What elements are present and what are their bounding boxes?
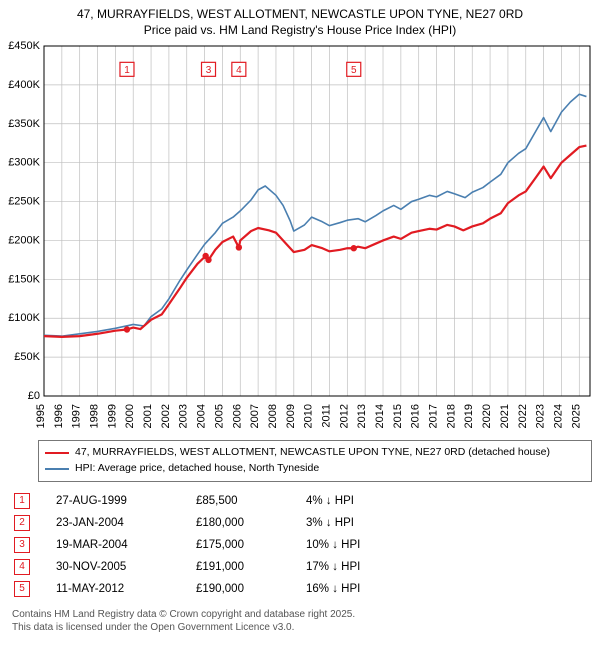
sale-marker: 3: [14, 537, 30, 553]
sale-row: 2 23-JAN-2004£180,0003% ↓ HPI: [14, 512, 592, 534]
svg-text:4: 4: [236, 65, 242, 76]
svg-text:2012: 2012: [338, 404, 350, 428]
sale-date: 23-JAN-2004: [56, 517, 196, 529]
sale-row: 4 30-NOV-2005£191,00017% ↓ HPI: [14, 556, 592, 578]
title-block: 47, MURRAYFIELDS, WEST ALLOTMENT, NEWCAS…: [0, 0, 600, 40]
svg-text:2013: 2013: [356, 404, 368, 428]
sale-diff: 17% ↓ HPI: [306, 561, 426, 573]
svg-text:2019: 2019: [463, 404, 475, 428]
legend-label: 47, MURRAYFIELDS, WEST ALLOTMENT, NEWCAS…: [75, 445, 550, 461]
sale-diff: 16% ↓ HPI: [306, 583, 426, 595]
svg-text:2007: 2007: [249, 404, 261, 428]
svg-text:2000: 2000: [124, 404, 136, 428]
legend-swatch: [45, 468, 69, 470]
sale-price: £180,000: [196, 517, 306, 529]
sale-date: 19-MAR-2004: [56, 539, 196, 551]
sale-price: £190,000: [196, 583, 306, 595]
svg-text:1995: 1995: [35, 404, 47, 428]
sale-marker: 5: [14, 581, 30, 597]
svg-text:2005: 2005: [213, 404, 225, 428]
svg-text:£300K: £300K: [8, 157, 40, 169]
legend: 47, MURRAYFIELDS, WEST ALLOTMENT, NEWCAS…: [38, 440, 592, 482]
sale-price: £175,000: [196, 539, 306, 551]
svg-text:2001: 2001: [142, 404, 154, 428]
svg-text:1: 1: [124, 65, 130, 76]
svg-text:£350K: £350K: [8, 118, 40, 130]
svg-text:1999: 1999: [106, 404, 118, 428]
legend-label: HPI: Average price, detached house, Nort…: [75, 461, 319, 477]
sale-marker: 1: [14, 493, 30, 509]
svg-text:2020: 2020: [481, 404, 493, 428]
svg-text:£150K: £150K: [8, 274, 40, 286]
svg-text:2024: 2024: [552, 404, 564, 428]
svg-text:2011: 2011: [320, 404, 332, 428]
svg-text:£400K: £400K: [8, 79, 40, 91]
svg-text:2006: 2006: [231, 404, 243, 428]
svg-text:2018: 2018: [445, 404, 457, 428]
svg-text:2014: 2014: [374, 404, 386, 428]
svg-text:3: 3: [206, 65, 212, 76]
sale-date: 11-MAY-2012: [56, 583, 196, 595]
footer-line1: Contains HM Land Registry data © Crown c…: [12, 608, 592, 622]
legend-row: HPI: Average price, detached house, Nort…: [45, 461, 585, 477]
sale-price: £191,000: [196, 561, 306, 573]
sale-price: £85,500: [196, 495, 306, 507]
svg-text:£450K: £450K: [8, 40, 40, 52]
chart: £0 £50K £100K £150K £200K £250K £300K £350K £400…: [0, 40, 600, 440]
svg-text:1997: 1997: [71, 404, 83, 428]
title-line1: 47, MURRAYFIELDS, WEST ALLOTMENT, NEWCAS…: [8, 6, 592, 22]
svg-text:2017: 2017: [428, 404, 440, 428]
sale-date: 27-AUG-1999: [56, 495, 196, 507]
svg-text:2002: 2002: [160, 404, 172, 428]
footer-line2: This data is licensed under the Open Gov…: [12, 621, 592, 635]
sale-row: 5 11-MAY-2012£190,00016% ↓ HPI: [14, 578, 592, 600]
sale-row: 1 27-AUG-1999£85,5004% ↓ HPI: [14, 490, 592, 512]
svg-text:£250K: £250K: [8, 196, 40, 208]
footer: Contains HM Land Registry data © Crown c…: [12, 608, 592, 635]
svg-text:2003: 2003: [178, 404, 190, 428]
svg-text:5: 5: [351, 65, 357, 76]
svg-text:1998: 1998: [89, 404, 101, 428]
svg-text:2025: 2025: [570, 404, 582, 428]
svg-text:2008: 2008: [267, 404, 279, 428]
svg-text:£0: £0: [28, 390, 40, 402]
sale-diff: 10% ↓ HPI: [306, 539, 426, 551]
svg-text:2023: 2023: [535, 404, 547, 428]
svg-text:2009: 2009: [285, 404, 297, 428]
sale-diff: 3% ↓ HPI: [306, 517, 426, 529]
legend-row: 47, MURRAYFIELDS, WEST ALLOTMENT, NEWCAS…: [45, 445, 585, 461]
sale-diff: 4% ↓ HPI: [306, 495, 426, 507]
sale-row: 3 19-MAR-2004£175,00010% ↓ HPI: [14, 534, 592, 556]
svg-text:1996: 1996: [53, 404, 65, 428]
svg-text:£50K: £50K: [14, 351, 40, 363]
legend-swatch: [45, 452, 69, 454]
svg-text:£100K: £100K: [8, 313, 40, 325]
sale-date: 30-NOV-2005: [56, 561, 196, 573]
svg-text:2004: 2004: [196, 404, 208, 428]
svg-text:2021: 2021: [499, 404, 511, 428]
sales-table: 127-AUG-1999£85,5004% ↓ HPI223-JAN-2004£…: [14, 490, 592, 600]
svg-text:£200K: £200K: [8, 235, 40, 247]
chart-container: 47, MURRAYFIELDS, WEST ALLOTMENT, NEWCAS…: [0, 0, 600, 635]
sale-marker: 4: [14, 559, 30, 575]
sale-marker: 2: [14, 515, 30, 531]
svg-text:2016: 2016: [410, 404, 422, 428]
svg-text:2022: 2022: [517, 404, 529, 428]
title-line2: Price paid vs. HM Land Registry's House …: [8, 22, 592, 38]
svg-text:2015: 2015: [392, 404, 404, 428]
svg-text:2010: 2010: [303, 404, 315, 428]
